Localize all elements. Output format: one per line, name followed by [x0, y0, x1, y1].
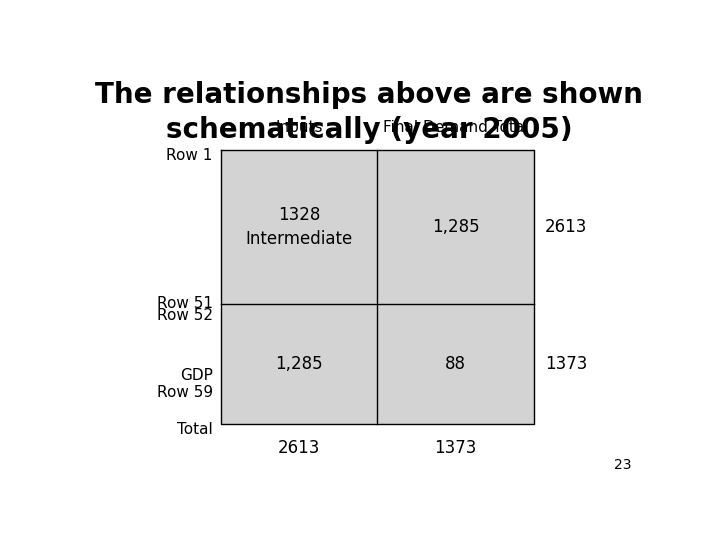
Text: Total: Total: [177, 422, 213, 437]
Text: 1,285: 1,285: [432, 218, 480, 236]
Text: Row 52: Row 52: [157, 308, 213, 323]
Bar: [377, 150, 534, 304]
Text: 88: 88: [445, 355, 466, 373]
Text: Final Demand Total: Final Demand Total: [383, 120, 528, 136]
Text: Inputs: Inputs: [276, 120, 323, 136]
Text: 1373: 1373: [434, 439, 477, 457]
Text: Row 1: Row 1: [166, 148, 213, 163]
Text: The relationships above are shown
schematically (year 2005): The relationships above are shown schema…: [95, 82, 643, 144]
Text: GDP: GDP: [180, 368, 213, 383]
Text: Row 51: Row 51: [157, 295, 213, 310]
Bar: [377, 304, 534, 424]
Text: 1328
Intermediate: 1328 Intermediate: [246, 206, 353, 248]
Text: 2613: 2613: [278, 439, 320, 457]
Text: 1,285: 1,285: [276, 355, 323, 373]
Bar: [221, 304, 377, 424]
Text: 2613: 2613: [545, 218, 587, 236]
Text: Row 59: Row 59: [157, 385, 213, 400]
Text: 1373: 1373: [545, 355, 587, 373]
Bar: [221, 150, 377, 304]
Text: 23: 23: [613, 458, 631, 472]
